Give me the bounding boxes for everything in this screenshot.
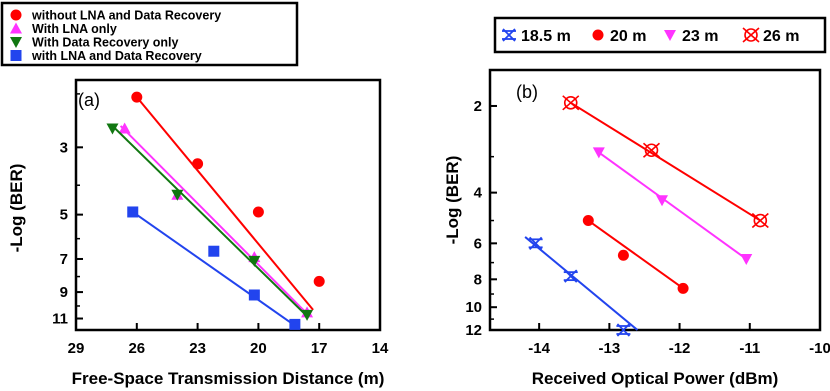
- panel-a-x-axis-label: Free-Space Transmission Distance (m): [72, 369, 385, 388]
- panel-a-x-tick-label-3: 20: [250, 340, 267, 357]
- panel-a-series-3-point-1: [208, 245, 220, 257]
- panel-a-x-tick-label-1: 26: [128, 340, 145, 357]
- panel-b-series-0-point-2: [616, 323, 631, 337]
- panel-b-x-tick-label-2: -12: [669, 340, 691, 357]
- panel-b-series-0-fit-line: [524, 236, 639, 331]
- panel-a-series-2-point-0: [106, 123, 119, 135]
- panel-b-y-tick-label-3: 8: [474, 271, 482, 288]
- panel-b-y-tick-label-4: 10: [465, 299, 482, 316]
- panel-b-legend-marker-2: [664, 30, 676, 41]
- panel-a-legend-label-3: with LNA and Data Recovery: [31, 49, 202, 63]
- panel-b-legend-label-1: 20 m: [610, 28, 646, 45]
- panel-a-x-tick-label-5: 14: [372, 340, 389, 357]
- panel-b-legend-marker-1: [592, 29, 604, 41]
- panel-a-series-3-point-0: [127, 206, 139, 218]
- panel-b-series-2-point-1: [656, 195, 669, 207]
- panel-a-legend-marker-2: [10, 37, 22, 48]
- panel-a-legend-box: [0, 1, 299, 67]
- panel-a-x-tick-label-0: 29: [68, 340, 85, 357]
- panel-a-series-2-point-2: [248, 255, 261, 267]
- panel-a-legend-label-2: With Data Recovery only: [32, 36, 179, 50]
- panel-b-series-3-point-1: [642, 142, 661, 158]
- panel-a-panel-label: (a): [78, 90, 100, 110]
- panel-b-series-2-point-0: [592, 147, 605, 159]
- panel-a-legend-marker-1: [10, 22, 22, 34]
- panel-b-x-tick-label-4: -10: [809, 340, 830, 357]
- panel-a-series-0-point-0: [131, 91, 143, 103]
- panel-b-series-3-fit-line: [570, 101, 761, 222]
- panel-b-series-0-point-0: [528, 236, 543, 250]
- panel-a-series-1-point-0: [118, 122, 131, 134]
- panel-b-y-tick-label-5: 12: [465, 322, 482, 339]
- panel-a-series-2-fit-line: [111, 125, 308, 317]
- panel-b-legend-label-2: 23 m: [682, 28, 718, 45]
- panel-b-plot-frame: [488, 68, 822, 332]
- panel-b-x-axis-label: Received Optical Power (dBm): [532, 369, 779, 388]
- panel-a-y-tick-label-3: 9: [60, 284, 68, 301]
- panel-b-series-1-point-2: [677, 282, 689, 294]
- panel-b-legend-label-0: 18.5 m: [521, 28, 571, 45]
- panel-a-series-3-fit-line: [132, 211, 296, 327]
- panel-a-series-1-fit-line: [119, 125, 308, 315]
- panel-a-series-2-point-1: [171, 189, 184, 201]
- panel-b-y-tick-label-1: 4: [474, 185, 483, 202]
- panel-b-legend-marker-0: [502, 28, 516, 42]
- panel-b-series-1-fit-line: [587, 219, 684, 290]
- panel-b-legend-marker-3: [742, 27, 760, 43]
- panel-a-y-axis-label: -Log (BER): [7, 164, 26, 253]
- panel-b-series-1-point-0: [582, 215, 594, 227]
- panel-b-y-tick-label-0: 2: [474, 98, 482, 115]
- panel-a-legend-label-1: With LNA only: [32, 22, 117, 36]
- panel-a-legend-marker-3: [10, 50, 22, 61]
- panel-b-x-tick-label-3: -11: [739, 340, 760, 357]
- panel-a-y-tick-label-4: 11: [52, 311, 68, 328]
- panel-b-legend-box: [493, 16, 827, 54]
- panel-b-series-3-point-0: [562, 95, 580, 111]
- panel-a-series-0-point-1: [192, 158, 204, 170]
- panel-b-series-2-point-2: [740, 253, 753, 265]
- panel-b-y-axis-label: -Log (BER): [443, 156, 462, 245]
- panel-a-series-0-fit-line: [136, 96, 314, 311]
- panel-b-x-tick-label-0: -14: [528, 340, 550, 357]
- panel-b-series-3-point-2: [751, 212, 769, 229]
- panel-a-series-2-point-3: [301, 309, 314, 321]
- panel-a-plot-frame: [74, 78, 382, 332]
- panel-b-y-tick-label-2: 6: [474, 235, 482, 252]
- panel-a-x-tick-label-2: 23: [189, 340, 206, 357]
- panel-a-series-0-point-2: [252, 206, 264, 218]
- panel-b-series-2-fit-line: [598, 151, 747, 260]
- panel-a-y-tick-label-0: 3: [60, 139, 68, 156]
- panel-a-series-0-point-3: [313, 275, 325, 287]
- panel-a-legend-label-0: without LNA and Data Recovery: [31, 9, 221, 23]
- panel-b-series-0-point-1: [563, 269, 578, 283]
- panel-a-x-tick-label-4: 17: [311, 340, 328, 357]
- panel-a-series-3-point-2: [248, 289, 260, 301]
- panel-b-panel-label: (b): [516, 82, 538, 102]
- panel-a-legend-marker-0: [10, 9, 22, 21]
- panel-b-x-tick-label-1: -13: [599, 340, 621, 357]
- panel-a-y-tick-label-1: 5: [60, 207, 68, 224]
- panel-b-series-1-point-1: [617, 249, 629, 261]
- panel-a-y-tick-label-2: 7: [60, 251, 68, 268]
- panel-b-legend-label-3: 26 m: [763, 28, 799, 45]
- panel-a-series-3-point-3: [289, 318, 301, 330]
